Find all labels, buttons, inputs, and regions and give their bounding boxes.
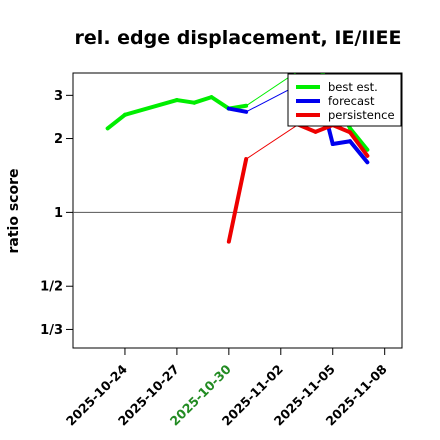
- series-connector-segment: [245, 124, 299, 160]
- plot-frame: [72, 72, 403, 349]
- series-segment: [122, 98, 179, 117]
- series-segment: [209, 95, 231, 111]
- y-tick-label: 3: [54, 89, 63, 104]
- y-tick-label: 2: [54, 132, 63, 147]
- y-tick-label: 1/3: [40, 323, 63, 338]
- series-segment: [105, 112, 127, 131]
- series-segment: [330, 139, 353, 147]
- series-segment: [348, 130, 370, 158]
- legend-label: forecast: [328, 94, 375, 108]
- series-segment: [226, 157, 249, 244]
- series-connector-segment: [245, 73, 297, 107]
- series-segment: [348, 126, 370, 152]
- y-tick-label: 1: [54, 206, 63, 221]
- series-segment: [192, 95, 214, 105]
- y-axis: 1/3 1/2 1 2 3: [40, 89, 73, 338]
- series-segment: [348, 139, 370, 165]
- legend-label: persistence: [328, 108, 395, 122]
- series-segment: [226, 106, 249, 114]
- y-tick-label: 1/2: [40, 280, 63, 295]
- chart-title: rel. edge displacement, IE/IIEE: [75, 27, 402, 49]
- legend-label: best est.: [328, 80, 378, 94]
- series-segment: [174, 98, 197, 105]
- y-axis-label: ratio score: [6, 169, 22, 254]
- x-axis: 2025-10-242025-10-272025-10-302025-11-02…: [63, 348, 390, 429]
